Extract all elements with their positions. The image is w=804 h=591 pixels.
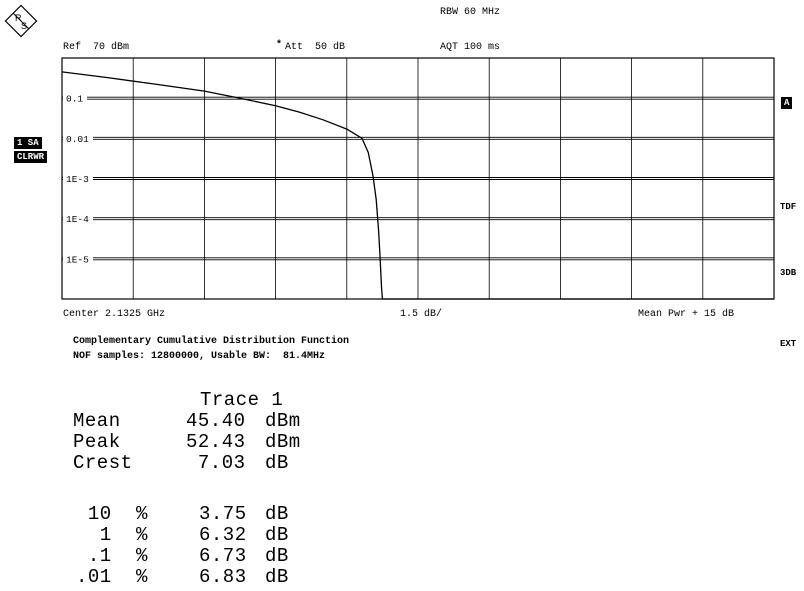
percent-unit: dB <box>265 566 289 588</box>
brand-logo: R S <box>4 4 38 38</box>
ccdf-trace <box>61 71 774 300</box>
logo-s: S <box>21 21 27 31</box>
percent-value: 3.75 <box>199 503 247 525</box>
result-value: 7.03 <box>186 452 246 474</box>
x-scale-label: 1.5 dB/ <box>400 309 443 320</box>
result-unit: dB <box>265 452 289 474</box>
trace-a-badge: A <box>781 97 793 109</box>
y-tick-label: 0.1 <box>66 94 83 105</box>
3db-label: 3DB <box>780 268 797 278</box>
trace-header: Trace 1 <box>200 389 284 411</box>
result-value: 45.40 <box>186 410 246 432</box>
rbw-label: RBW 60 MHz <box>440 7 501 18</box>
percent-unit: dB <box>265 503 289 525</box>
percent-value: 6.32 <box>199 524 247 546</box>
center-frequency-label: Center 2.1325 GHz <box>63 309 166 320</box>
ext-label: EXT <box>780 339 797 349</box>
percent-value: 6.83 <box>199 566 247 588</box>
tick-label-bg <box>63 92 87 105</box>
tdf-label: TDF <box>780 202 797 212</box>
y-tick-label: 1E-4 <box>66 214 89 225</box>
tick-label-bg <box>63 172 93 185</box>
att-marker: * <box>276 40 283 51</box>
mean-power-offset-label: Mean Pwr + 15 dB <box>638 309 735 320</box>
percent-value: 6.73 <box>199 545 247 567</box>
y-tick-label: 0.01 <box>66 134 89 145</box>
percent-sign: % <box>136 545 148 567</box>
ccdf-chart: 0.1 0.01 1E-3 1E-4 1E-5 <box>61 57 775 300</box>
tick-label-bg <box>63 252 93 265</box>
percent-level: 1 <box>76 524 112 546</box>
percent-level: 10 <box>76 503 112 525</box>
ref-level-label: Ref 70 dBm <box>63 42 130 53</box>
clrwr-badge: CLRWR <box>14 151 48 163</box>
y-tick-label: 1E-5 <box>66 254 89 265</box>
percent-level: .01 <box>76 566 112 588</box>
percent-level: .1 <box>76 545 112 567</box>
attenuation-label: Att 50 dB <box>285 42 346 53</box>
tick-label-bg <box>63 132 93 145</box>
percent-sign: % <box>136 524 148 546</box>
result-label: Peak <box>73 431 121 453</box>
result-label: Crest <box>73 452 133 474</box>
chart-title: Complementary Cumulative Distribution Fu… <box>73 336 350 347</box>
percent-unit: dB <box>265 545 289 567</box>
trace-mode-badge: 1 SA <box>14 137 42 149</box>
y-tick-label: 1E-3 <box>66 174 89 185</box>
tick-label-bg <box>63 212 93 225</box>
percent-sign: % <box>136 503 148 525</box>
logo-r: R <box>15 13 22 23</box>
percent-sign: % <box>136 566 148 588</box>
samples-info: NOF samples: 12800000, Usable BW: 81.4MH… <box>73 351 326 362</box>
result-value: 52.43 <box>186 431 246 453</box>
result-unit: dBm <box>265 410 301 432</box>
acquisition-time-label: AQT 100 ms <box>440 42 501 53</box>
percent-unit: dB <box>265 524 289 546</box>
result-label: Mean <box>73 410 121 432</box>
result-unit: dBm <box>265 431 301 453</box>
